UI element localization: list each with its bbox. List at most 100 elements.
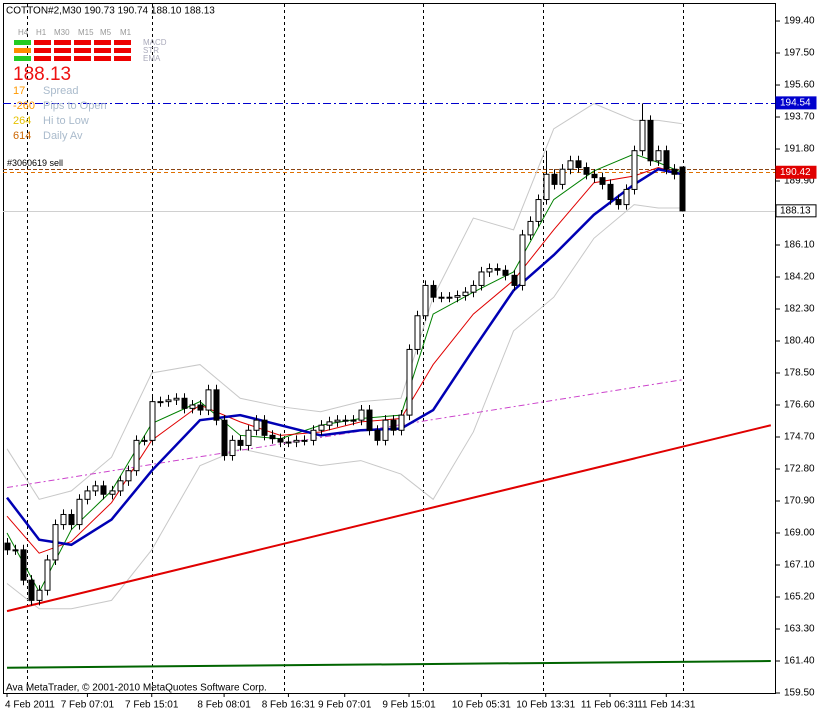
stat-value: -260 [13, 100, 35, 112]
x-tick-label: 8 Feb 16:31 [262, 700, 316, 711]
candle-body [591, 173, 598, 179]
signal-box [14, 40, 31, 45]
candle-body [559, 168, 566, 185]
candle-body [310, 429, 317, 441]
candle-body [173, 397, 180, 401]
y-tick-label: 199.40 [784, 16, 815, 27]
signal-box [54, 48, 71, 53]
candle-body [374, 429, 381, 441]
price-tag [775, 96, 817, 110]
y-tick-label: 169.00 [784, 528, 815, 539]
candle-body [486, 268, 493, 273]
separators [27, 4, 684, 693]
candle-body [615, 199, 622, 206]
candle-body [197, 404, 204, 411]
candle-body [527, 220, 534, 236]
signal-box [94, 56, 111, 61]
candle-body [535, 199, 542, 222]
candle-body [109, 490, 116, 495]
y-tick-label: 195.60 [784, 80, 815, 91]
candle-body [205, 389, 212, 411]
candle-body [181, 397, 188, 409]
x-tick-label: 10 Feb 05:31 [452, 700, 511, 711]
candle-body [430, 284, 437, 298]
candle-body [406, 348, 413, 416]
candle-body [519, 234, 526, 286]
candle-body [502, 269, 509, 276]
candle-body [543, 173, 550, 201]
stat-value: 264 [13, 115, 31, 127]
candle-body [269, 434, 276, 440]
candle-body [326, 421, 333, 426]
candle-body [462, 291, 469, 297]
candle-body [92, 485, 99, 492]
indicator-panel: H4 H1 M30 M15 M5 M1 MACD STR EMA 188.13 … [13, 28, 167, 142]
candle-body [149, 401, 156, 441]
stat-label: Pips to Open [43, 100, 107, 112]
signal-box [74, 56, 91, 61]
signal-box [54, 56, 71, 61]
y-tick-label: 180.40 [784, 336, 815, 347]
stat-value: 17 [13, 85, 25, 97]
big-price: 188.13 [13, 64, 71, 85]
candle-body [438, 296, 445, 299]
signal-box [114, 48, 131, 53]
signal-box [74, 40, 91, 45]
candle-body [334, 419, 341, 423]
y-tick-label: 186.10 [784, 240, 815, 251]
candle-body [390, 419, 397, 431]
candle-body [454, 295, 461, 298]
y-tick-label: 170.90 [784, 496, 815, 507]
overlay-line [6, 379, 683, 489]
x-tick-label: 11 Feb 06:31 [581, 700, 640, 711]
y-tick-label: 193.70 [784, 112, 815, 123]
candle-body [663, 150, 670, 170]
candle-body [12, 549, 19, 552]
signal-box [94, 48, 111, 53]
row-label: STR [143, 46, 159, 55]
candle-body [189, 404, 196, 409]
candle-body [68, 513, 75, 526]
signal-box [114, 40, 131, 45]
candle-body [213, 389, 220, 421]
x-tick-label: 9 Feb 07:01 [318, 700, 372, 711]
y-tick-label: 163.30 [784, 624, 815, 635]
signal-box [54, 40, 71, 45]
x-tick-label: 8 Feb 08:01 [197, 700, 251, 711]
candle-body [567, 160, 574, 170]
timeframe: M30 [54, 28, 70, 37]
candle-body [4, 542, 11, 551]
candle-body [293, 439, 300, 443]
overlay-line [6, 167, 683, 547]
y-tick-label: 159.50 [784, 688, 815, 699]
candle-body [165, 399, 172, 403]
candle-body [76, 498, 83, 526]
candle-body [157, 401, 164, 404]
candle-body [245, 429, 252, 446]
candle-body [125, 470, 132, 482]
candle-body [44, 559, 51, 591]
y-tick-label: 178.50 [784, 368, 815, 379]
candle-body [28, 579, 35, 601]
signal-box [74, 48, 91, 53]
footer: Ava MetaTrader, © 2001-2010 MetaQuotes S… [6, 683, 267, 694]
candle-body [52, 524, 59, 561]
signal-box [34, 56, 51, 61]
candle-body [318, 424, 325, 431]
candle-body [639, 119, 646, 152]
x-tick-label: 7 Feb 15:01 [125, 700, 179, 711]
candle-body [623, 188, 630, 206]
candle-body [60, 513, 67, 526]
row-label: MACD [143, 38, 167, 47]
y-tick-label: 167.10 [784, 560, 815, 571]
candle-body [350, 419, 357, 422]
candle-body [551, 173, 558, 185]
x-tick-label: 9 Feb 15:01 [382, 700, 436, 711]
signal-box [114, 56, 131, 61]
candle-body [599, 177, 606, 185]
candle-body [301, 439, 308, 442]
candle-body [20, 549, 27, 581]
timeframe: M5 [100, 28, 112, 37]
candle-body [84, 490, 91, 500]
